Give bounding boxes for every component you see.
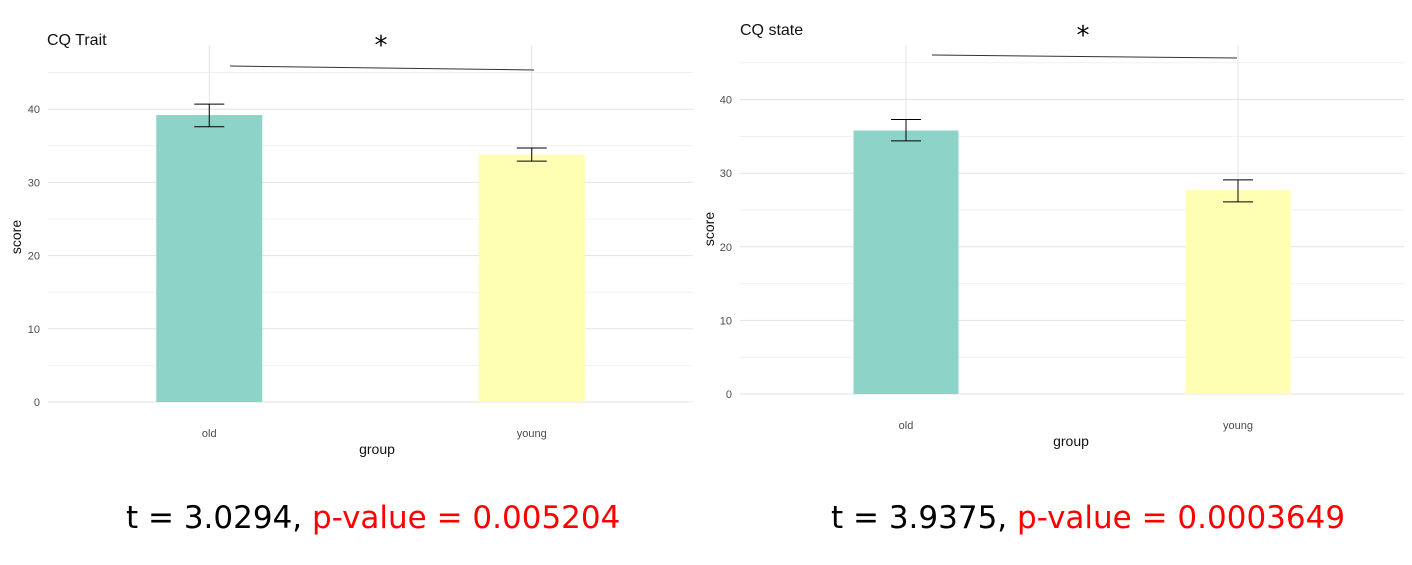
tick-labels: 0 10 20 30 40 old young	[28, 104, 547, 440]
y-tick-label: 30	[28, 177, 40, 189]
significance-bracket	[931, 54, 1238, 59]
chart-title: CQ state	[740, 22, 803, 39]
y-tick-label: 20	[720, 242, 732, 254]
bars	[156, 115, 585, 402]
error-bars	[891, 118, 1253, 203]
error-bars	[194, 103, 547, 162]
grid-lines	[740, 45, 1404, 395]
cq-trait-chart: 0 10 20 30 40 old young CQ Trait group score *	[8, 31, 693, 457]
grid-lines	[48, 45, 693, 403]
stats-caption-trait: t = 3.0294, p-value = 0.005204	[126, 500, 620, 536]
y-tick-label: 30	[720, 168, 732, 180]
y-axis-title: score	[701, 212, 717, 246]
x-axis-title: group	[359, 441, 395, 457]
p-value: p-value = 0.005204	[312, 500, 621, 536]
t-statistic: t = 3.0294,	[126, 500, 303, 536]
p-value: p-value = 0.0003649	[1017, 500, 1346, 536]
y-tick-label: 10	[28, 324, 40, 336]
error-bar-old	[194, 103, 225, 128]
chart-title: CQ Trait	[47, 32, 107, 49]
y-tick-label: 0	[34, 397, 40, 409]
t-statistic: t = 3.9375,	[831, 500, 1008, 536]
error-bar-old	[891, 118, 921, 142]
x-tick-label: old	[899, 420, 914, 432]
x-tick-label: young	[517, 428, 547, 440]
bar-young	[1185, 190, 1291, 394]
significance-star: *	[375, 31, 388, 61]
error-bar-young	[1223, 179, 1253, 203]
bars	[853, 130, 1291, 394]
error-bar-young	[516, 147, 547, 162]
y-tick-label: 0	[726, 389, 732, 401]
x-tick-label: young	[1223, 420, 1253, 432]
stats-caption-state: t = 3.9375, p-value = 0.0003649	[831, 500, 1345, 536]
y-tick-label: 10	[720, 315, 732, 327]
x-tick-label: old	[202, 428, 217, 440]
bar-young	[478, 154, 585, 402]
x-axis-title: group	[1053, 433, 1089, 449]
y-tick-label: 40	[720, 95, 732, 107]
bar-old	[156, 115, 263, 402]
y-axis-title: score	[8, 220, 24, 254]
significance-bracket	[229, 65, 535, 71]
y-tick-label: 20	[28, 251, 40, 263]
bar-old	[853, 130, 959, 394]
significance-star: *	[1077, 21, 1090, 51]
cq-state-chart: 0 10 20 30 40 old young CQ state group score *	[701, 21, 1404, 449]
y-tick-label: 40	[28, 104, 40, 116]
tick-labels: 0 10 20 30 40 old young	[720, 95, 1253, 432]
